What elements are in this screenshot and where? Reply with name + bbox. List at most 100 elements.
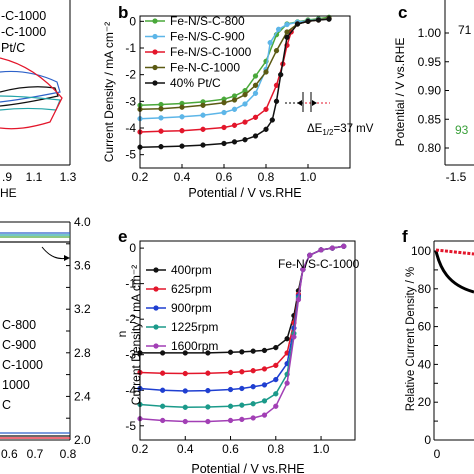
- panel-a-fragment: -C-1000 -C-1000 Pt/C .9 1.1 1.3 HE: [0, 0, 77, 200]
- panel-e-point: [182, 350, 188, 356]
- panel-b-series-line-1: [139, 17, 330, 120]
- panel-b-legend-label: Fe-N-C-1000: [170, 61, 240, 75]
- panel-b-point: [221, 140, 227, 147]
- panel-e-letter: e: [118, 227, 127, 246]
- panel-b-point: [221, 124, 227, 131]
- panel-a-legend-3: Pt/C: [1, 41, 25, 55]
- panel-e-xtick-label: 1.0: [313, 442, 330, 456]
- panel-e-legend-marker: [153, 305, 159, 311]
- panel-f-xtick-1: 0: [434, 447, 441, 461]
- panel-b-xtick-label: 1.0: [300, 170, 317, 184]
- panel-b-point: [179, 104, 185, 110]
- annotation-text: ΔE1/2=37 mV: [307, 123, 374, 137]
- panel-e-series: [137, 243, 347, 425]
- panel-e-point: [227, 417, 234, 424]
- panel-a-legend-2: -C-1000: [1, 25, 46, 39]
- panel-d-y2-label: n: [115, 331, 129, 338]
- panel-b-legend-label: Fe-N/S-C-1000: [170, 45, 252, 59]
- panel-e-point: [261, 366, 268, 372]
- panel-e-point: [261, 382, 268, 388]
- panel-e-ytick-label: -2: [125, 312, 136, 326]
- panel-e-point: [250, 348, 256, 354]
- panel-a-cv-red: [0, 57, 63, 130]
- panel-d-y2tick-label: 2.4: [74, 389, 91, 403]
- panel-b-legend-marker: [152, 33, 158, 40]
- panel-e-point: [273, 403, 279, 409]
- panel-b-point: [200, 126, 206, 132]
- panel-e-legend-marker: [153, 286, 159, 292]
- panel-e-point: [291, 334, 297, 340]
- panel-e-point: [250, 368, 256, 374]
- panel-b-ytick-label: -3: [125, 94, 136, 108]
- panel-e-point: [307, 252, 313, 258]
- panel-e-legend-label: 625rpm: [171, 282, 212, 296]
- panel-c-ytick-label: 0.85: [418, 112, 442, 126]
- panel-b-point: [200, 142, 206, 148]
- panel-f-ytick-label: 40: [418, 357, 432, 371]
- panel-c-xtick-1: -1.5: [446, 170, 467, 184]
- panel-e-point: [284, 336, 290, 342]
- panel-f-ytick-label: 80: [418, 282, 432, 296]
- panel-f-curve-black: [434, 250, 474, 294]
- panel-e-title: Fe-N/S-C-1000: [278, 257, 360, 271]
- panel-b-ytick-label: -5: [125, 148, 136, 162]
- panel-e-legend-label: 1225rpm: [171, 320, 218, 334]
- panel-c-ytick-label: 0.95: [418, 55, 442, 69]
- panel-e-point: [159, 417, 166, 424]
- panel-b-legend-marker: [152, 49, 158, 55]
- panel-d-y2tick-label: 3.6: [74, 259, 91, 273]
- panel-e-point: [205, 387, 211, 394]
- panel-b-point: [278, 72, 284, 78]
- panel-e-point: [159, 350, 166, 356]
- panel-d-xtick-3: 0.8: [60, 447, 77, 461]
- panel-d-y2tick-label: 4.0: [74, 215, 91, 229]
- panel-b-point: [179, 143, 185, 149]
- panel-f-ytick-label: 20: [418, 395, 432, 409]
- panel-e-point: [182, 388, 188, 394]
- panel-e-point: [261, 398, 268, 404]
- panel-e-legend-label: 1600rpm: [171, 339, 218, 353]
- panel-b-point: [267, 40, 273, 46]
- panel-f-ytick-label: 60: [418, 320, 432, 334]
- panel-e-point: [182, 404, 188, 410]
- panel-b-point: [242, 101, 248, 107]
- panel-e-legend-marker: [153, 267, 159, 273]
- panel-b-point: [263, 69, 269, 75]
- panel-b-xtick-label: 0.4: [174, 170, 191, 184]
- panel-b-annotation: ΔE1/2=37 mV: [285, 92, 374, 137]
- panel-b-point: [179, 114, 185, 120]
- panel-e-legend-marker: [153, 343, 159, 349]
- panel-b-point: [252, 73, 259, 79]
- panel-e-point: [273, 391, 279, 397]
- panel-e-point: [273, 344, 279, 351]
- panel-b-point: [242, 119, 248, 125]
- panel-e-point: [159, 370, 166, 376]
- panel-a-xlabel-tail: HE: [0, 186, 17, 200]
- panel-b-ylabel: Current Density / mA cm⁻²: [102, 22, 116, 162]
- panel-d-y2-ticks: 4.0 3.6 3.2 2.8 2.4 2.0: [66, 215, 91, 447]
- panel-d-xtick-2: 0.7: [27, 447, 44, 461]
- panel-e-xtick-label: 0.6: [222, 442, 239, 456]
- panel-c-ytick-label: 0.90: [418, 84, 442, 98]
- panel-e-point: [250, 401, 256, 407]
- panel-b-legend-label: 40% Pt/C: [170, 76, 221, 90]
- panel-e-point: [341, 243, 347, 249]
- panel-b-legend-marker: [152, 80, 158, 86]
- panel-e-point: [227, 349, 234, 355]
- panel-b-point: [263, 106, 269, 112]
- panel-b-point: [158, 144, 164, 150]
- panel-e-point: [227, 369, 234, 376]
- panel-e-point: [239, 402, 245, 408]
- panel-b-point: [252, 133, 259, 139]
- panel-b-point: [273, 98, 280, 104]
- panel-c-ylabel: Potential / V vs.RHE: [393, 38, 407, 147]
- panel-e-ytick-label: -3: [125, 348, 136, 362]
- panel-b: b 0.2 0.4 0.6 0.8 1.0 0 -1 -2 -3 -4 -5 Fe-N/S-C-80…: [102, 3, 374, 200]
- panel-b-letter: b: [118, 3, 128, 22]
- panel-e-point: [239, 349, 245, 355]
- panel-a-cv-blue: [0, 70, 61, 103]
- panel-b-point: [200, 102, 206, 108]
- panel-b-point: [252, 82, 259, 88]
